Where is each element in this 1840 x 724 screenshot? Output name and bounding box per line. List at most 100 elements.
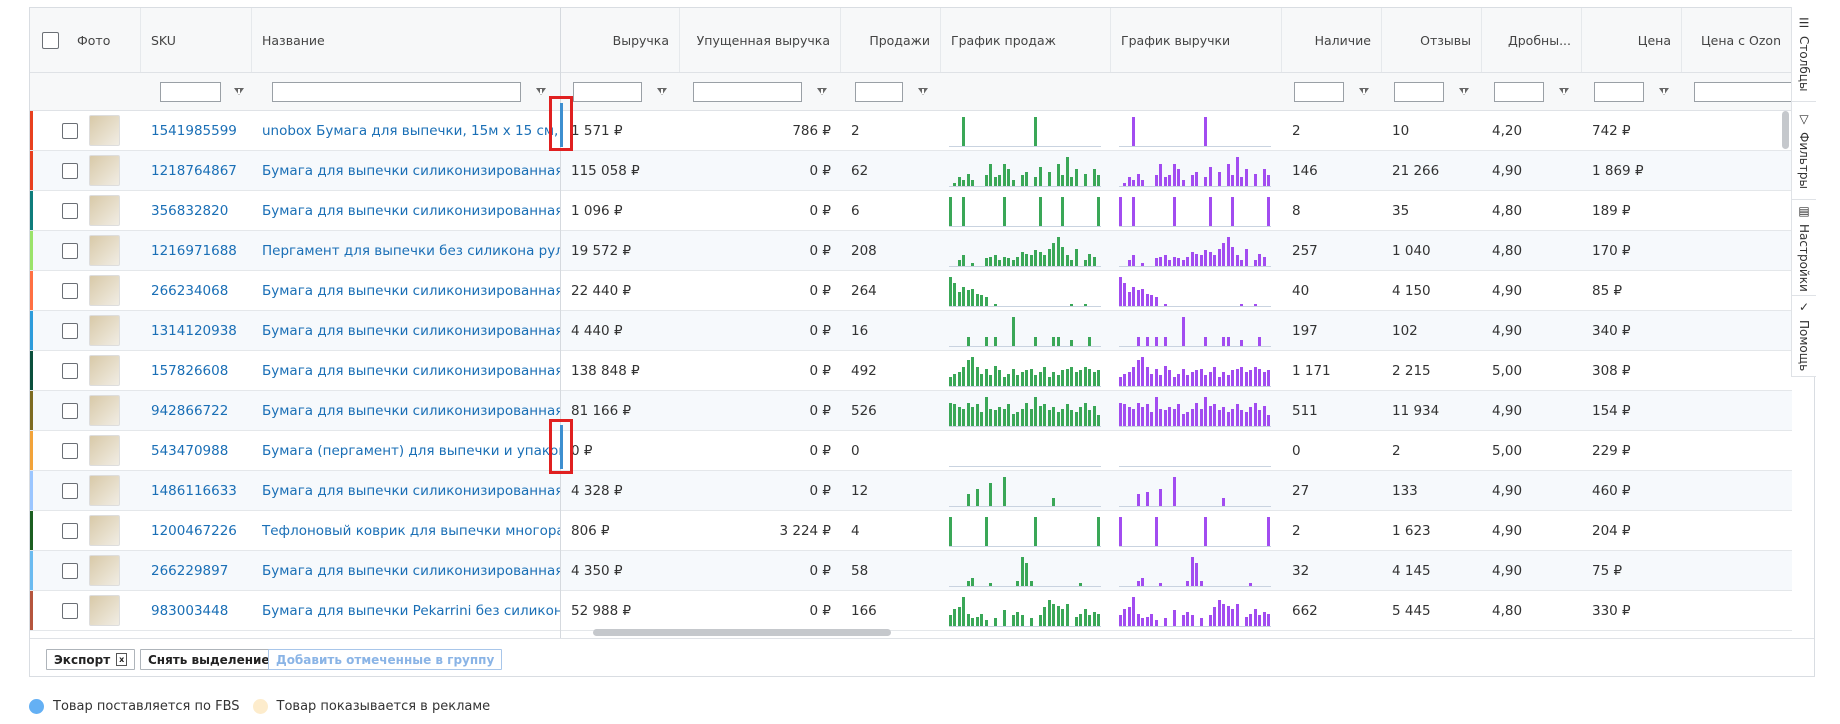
column-header-sku[interactable]: SKU (141, 8, 252, 72)
column-resize-handle-1[interactable] (560, 103, 563, 147)
table-row[interactable]: 1541985599 unobox Бумага для выпечки, 15м… (30, 111, 1792, 151)
product-name-link[interactable]: Бумага для выпечки силиконизированная Gu (262, 282, 561, 299)
row-checkbox[interactable] (62, 402, 78, 419)
filter-price-ozon-input[interactable] (1694, 81, 1792, 102)
table-row[interactable]: 1216971688 Пергамент для выпечки без сили… (30, 231, 1792, 271)
horizontal-scrollbar[interactable] (593, 629, 891, 636)
product-thumbnail[interactable] (89, 555, 120, 586)
product-name-link[interactable]: Бумага (пергамент) для выпечки и упаковк… (262, 442, 561, 459)
side-tab-settings[interactable]: ▤ Настройки (1792, 200, 1816, 296)
filter-stock-funnel-icon[interactable] (1359, 88, 1369, 95)
table-row[interactable]: 266234068 Бумага для выпечки силиконизиро… (30, 271, 1792, 311)
product-name-link[interactable]: Бумага для выпечки силиконизированная Gu (262, 402, 561, 419)
product-thumbnail[interactable] (89, 475, 120, 506)
product-name-link[interactable]: unobox Бумага для выпечки, 15м х 15 см, … (262, 122, 561, 139)
product-thumbnail[interactable] (89, 115, 120, 146)
add-to-group-button[interactable]: Добавить отмеченные в группу (268, 649, 503, 670)
sku-link[interactable]: 942866722 (151, 402, 229, 419)
product-name-link[interactable]: Бумага для выпечки Pekarrini без силикон… (262, 602, 561, 619)
sku-link[interactable]: 266229897 (151, 562, 229, 579)
vertical-scrollbar[interactable] (1782, 111, 1789, 149)
row-checkbox[interactable] (62, 482, 78, 499)
filter-sku-funnel-icon[interactable] (234, 88, 244, 95)
product-thumbnail[interactable] (89, 355, 120, 386)
product-name-link[interactable]: Бумага для выпечки силиконизированная, Г… (262, 362, 561, 379)
table-row[interactable]: 1218764867 Бумага для выпечки силиконизир… (30, 151, 1792, 191)
sku-link[interactable]: 356832820 (151, 202, 229, 219)
filter-sales-input[interactable] (855, 81, 903, 102)
sku-link[interactable]: 1541985599 (151, 122, 237, 139)
product-name-link[interactable]: Тефлоновый коврик для выпечки многоразо (262, 522, 561, 539)
filter-lost-revenue-funnel-icon[interactable] (817, 88, 827, 95)
table-row[interactable]: 1486116633 Бумага для выпечки силиконизир… (30, 471, 1792, 511)
row-checkbox[interactable] (62, 322, 78, 339)
filter-revenue-funnel-icon[interactable] (657, 88, 667, 95)
filter-name-funnel-icon[interactable] (536, 88, 546, 95)
sku-link[interactable]: 1200467226 (151, 522, 237, 539)
row-checkbox[interactable] (62, 282, 78, 299)
product-thumbnail[interactable] (89, 235, 120, 266)
filter-reviews-input[interactable] (1394, 81, 1444, 102)
product-thumbnail[interactable] (89, 395, 120, 426)
deselect-button[interactable]: Снять выделение (140, 649, 278, 670)
column-header-sales[interactable]: Продажи (841, 8, 941, 72)
column-header-rating[interactable]: Дробны... (1482, 8, 1582, 72)
sku-link[interactable]: 1486116633 (151, 482, 237, 499)
row-checkbox[interactable] (62, 202, 78, 219)
product-thumbnail[interactable] (89, 275, 120, 306)
column-header-stock[interactable]: Наличие (1282, 8, 1382, 72)
filter-price-funnel-icon[interactable] (1659, 88, 1669, 95)
column-header-photo[interactable]: Фото (77, 32, 111, 48)
filter-rating-funnel-icon[interactable] (1559, 88, 1569, 95)
column-header-lost-revenue[interactable]: Упущенная выручка (680, 8, 841, 72)
row-checkbox[interactable] (62, 162, 78, 179)
product-name-link[interactable]: Бумага для выпечки силиконизированная 50 (262, 482, 561, 499)
product-name-link[interactable]: Бумага для выпечки силиконизированная 38 (262, 202, 561, 219)
column-header-revenue[interactable]: Выручка (561, 8, 680, 72)
column-header-price-ozon[interactable]: Цена с Ozon (1682, 8, 1792, 72)
row-checkbox[interactable] (62, 522, 78, 539)
sku-link[interactable]: 543470988 (151, 442, 229, 459)
filter-stock-input[interactable] (1294, 81, 1344, 102)
product-thumbnail[interactable] (89, 155, 120, 186)
export-button[interactable]: Экспорт x (46, 649, 136, 670)
table-row[interactable]: 543470988 Бумага (пергамент) для выпечки … (30, 431, 1792, 471)
product-name-link[interactable]: Бумага для выпечки силиконизированная Gu (262, 162, 561, 179)
filter-reviews-funnel-icon[interactable] (1459, 88, 1469, 95)
table-row[interactable]: 356832820 Бумага для выпечки силиконизиро… (30, 191, 1792, 231)
column-header-name[interactable]: Название (252, 8, 561, 72)
row-checkbox[interactable] (62, 122, 78, 139)
filter-price-input[interactable] (1594, 81, 1644, 102)
row-checkbox[interactable] (62, 242, 78, 259)
sku-link[interactable]: 1216971688 (151, 242, 237, 259)
sku-link[interactable]: 1314120938 (151, 322, 237, 339)
row-checkbox[interactable] (62, 442, 78, 459)
filter-sales-funnel-icon[interactable] (918, 88, 928, 95)
filter-revenue-input[interactable] (573, 81, 642, 102)
select-all-checkbox[interactable] (42, 31, 59, 49)
table-row[interactable]: 157826608 Бумага для выпечки силиконизиро… (30, 351, 1792, 391)
table-row[interactable]: 983003448 Бумага для выпечки Pekarrini бе… (30, 591, 1792, 631)
product-thumbnail[interactable] (89, 315, 120, 346)
filter-name-input[interactable] (272, 81, 521, 102)
table-row[interactable]: 1314120938 Бумага для выпечки силиконизир… (30, 311, 1792, 351)
product-name-link[interactable]: Бумага для выпечки силиконизированная, П (262, 322, 561, 339)
column-header-reviews[interactable]: Отзывы (1382, 8, 1482, 72)
column-header-sales-chart[interactable]: График продаж (941, 8, 1111, 72)
product-name-link[interactable]: Пергамент для выпечки без силикона рулон (262, 242, 561, 259)
column-header-revenue-chart[interactable]: График выручки (1111, 8, 1282, 72)
sku-link[interactable]: 1218764867 (151, 162, 237, 179)
product-name-link[interactable]: Бумага для выпечки силиконизированная Gu (262, 562, 561, 579)
sku-link[interactable]: 157826608 (151, 362, 229, 379)
product-thumbnail[interactable] (89, 515, 120, 546)
side-tab-columns[interactable]: ☰ Столбцы (1792, 7, 1816, 102)
row-checkbox[interactable] (62, 362, 78, 379)
filter-rating-input[interactable] (1494, 81, 1544, 102)
row-checkbox[interactable] (62, 562, 78, 579)
column-header-price[interactable]: Цена (1582, 8, 1682, 72)
table-row[interactable]: 1200467226 Тефлоновый коврик для выпечки … (30, 511, 1792, 551)
table-row[interactable]: 266229897 Бумага для выпечки силиконизиро… (30, 551, 1792, 591)
column-resize-handle-2[interactable] (560, 425, 563, 469)
side-tab-help[interactable]: ✓ Помощь (1792, 296, 1816, 377)
filter-lost-revenue-input[interactable] (693, 81, 802, 102)
